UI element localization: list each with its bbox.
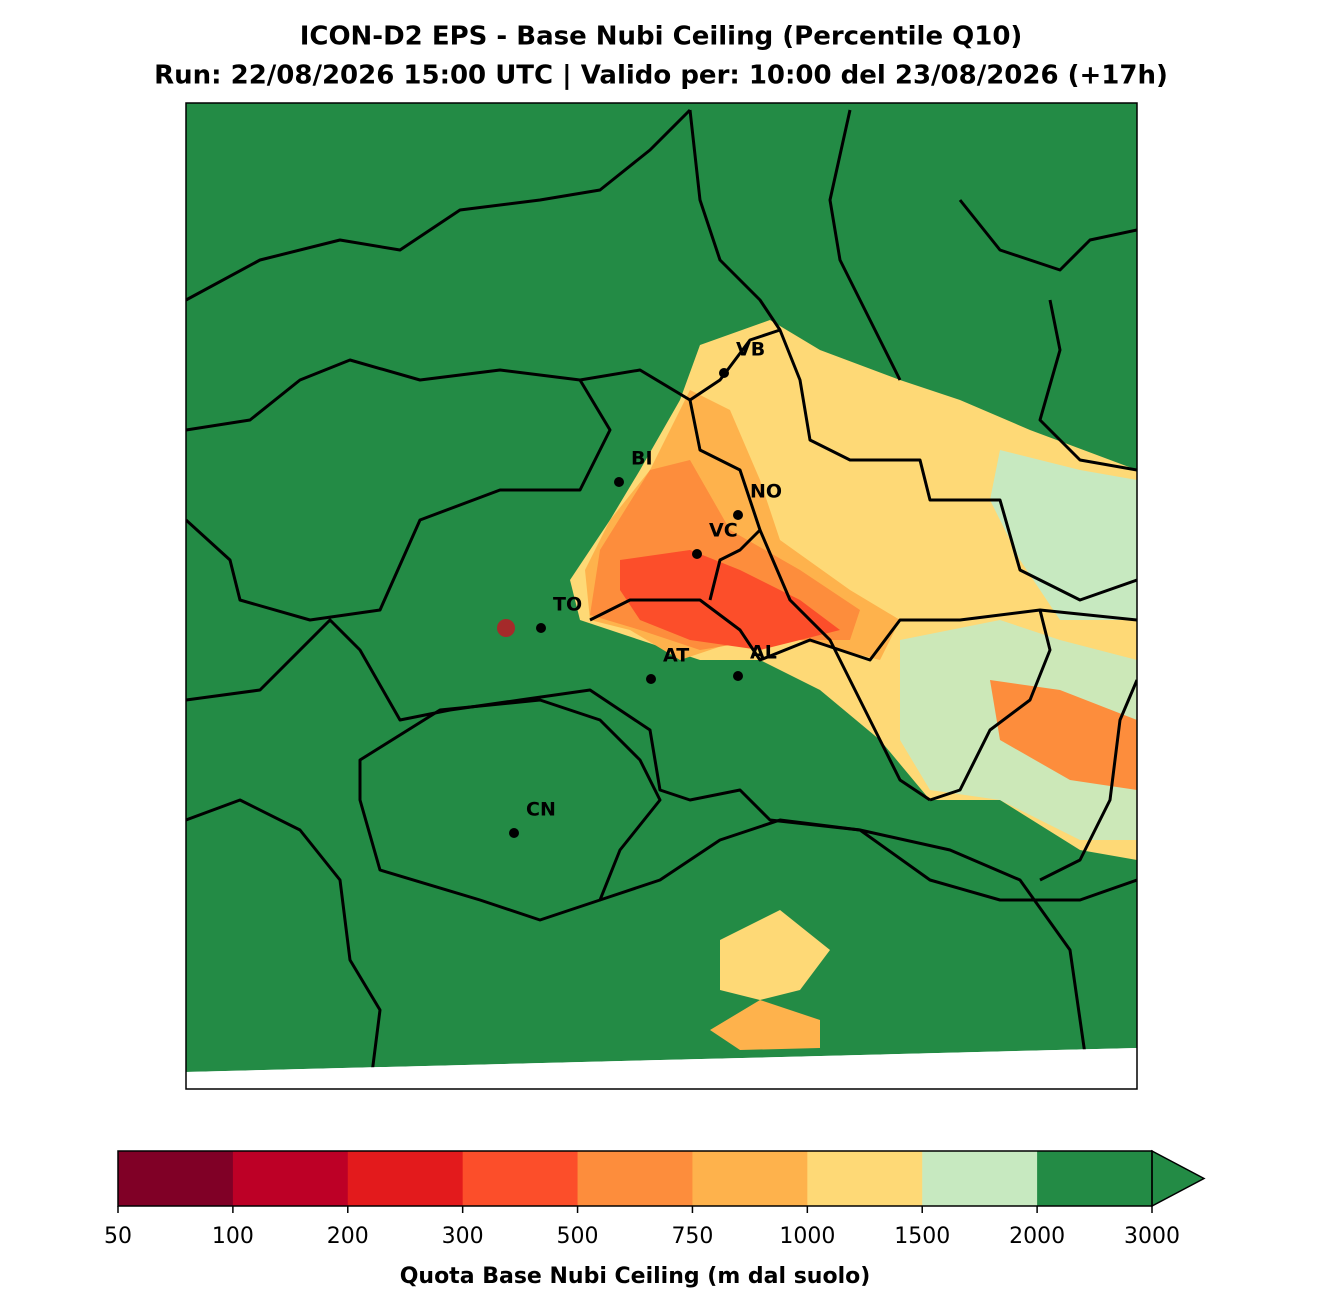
city-label: AL (750, 642, 777, 664)
colorbar-segment (807, 1151, 923, 1206)
city-dot (614, 477, 624, 487)
border (929, 609, 1052, 802)
colorbar-tick-label: 200 (327, 1224, 369, 1249)
colorbar-tick-label: 100 (212, 1224, 254, 1249)
colorbar-segment (692, 1151, 808, 1206)
colorbar-tick-label: 50 (104, 1224, 132, 1249)
colorbar-segment (232, 1151, 349, 1206)
city-dot (692, 549, 702, 559)
colorbar-tick-label: 750 (671, 1224, 713, 1249)
title: ICON-D2 EPS - Base Nubi Ceiling (Percent… (300, 22, 1023, 52)
border (186, 618, 1137, 902)
border (186, 798, 382, 1089)
subtitle: Run: 22/08/2026 15:00 UTC | Valido per: … (154, 61, 1168, 91)
colorbar-tick-label: 500 (557, 1224, 599, 1249)
border (186, 379, 612, 622)
colorbar-segment (347, 1151, 464, 1206)
border (1038, 299, 1137, 472)
border (358, 698, 662, 922)
city-dot (733, 671, 743, 681)
city-label: AT (663, 645, 689, 667)
city-label: CN (526, 799, 556, 821)
border (688, 109, 782, 331)
map (186, 103, 1137, 1089)
field-yellow (720, 910, 830, 1000)
colorbar-segment (1037, 1151, 1153, 1206)
field-orange (990, 680, 1137, 790)
colorbar-label: Quota Base Nubi Ceiling (m dal suolo) (400, 1264, 871, 1289)
colorbar-segment (462, 1151, 579, 1206)
colorbar-extend (1151, 1149, 1206, 1208)
colorbar-tick-label: 3000 (1124, 1224, 1180, 1249)
city-label: NO (750, 481, 782, 503)
colorbar-tick-label: 1000 (779, 1224, 835, 1249)
city-dot (719, 368, 729, 378)
city-dot (509, 828, 519, 838)
colorbar-frame (117, 1150, 1153, 1207)
city-dot (733, 510, 743, 520)
colorbar-segment (118, 1151, 234, 1206)
border (589, 598, 1137, 662)
border (186, 108, 692, 302)
colorbar-segment (577, 1151, 693, 1206)
city-dot (536, 623, 546, 633)
map-frame (185, 102, 1138, 1090)
city-label: VC (709, 520, 738, 542)
colorbar-tick-label: 300 (442, 1224, 484, 1249)
border (599, 818, 1092, 1089)
colorbar-tick-label: 1500 (894, 1224, 950, 1249)
border (828, 109, 902, 381)
border (689, 328, 1137, 602)
city-dot (646, 674, 656, 684)
city-label: TO (553, 594, 582, 616)
border (186, 358, 691, 432)
location-marker (497, 619, 515, 637)
border (758, 529, 931, 802)
city-label: VB (736, 339, 765, 361)
field-orange (710, 1000, 820, 1050)
border (1039, 679, 1137, 882)
colorbar-tick-label: 2000 (1009, 1224, 1065, 1249)
no-data (186, 1048, 1137, 1089)
border (958, 199, 1137, 272)
city-label: BI (631, 448, 653, 470)
field-red (620, 550, 840, 650)
colorbar-segment (922, 1151, 1038, 1206)
field-lightgreen (990, 450, 1137, 620)
